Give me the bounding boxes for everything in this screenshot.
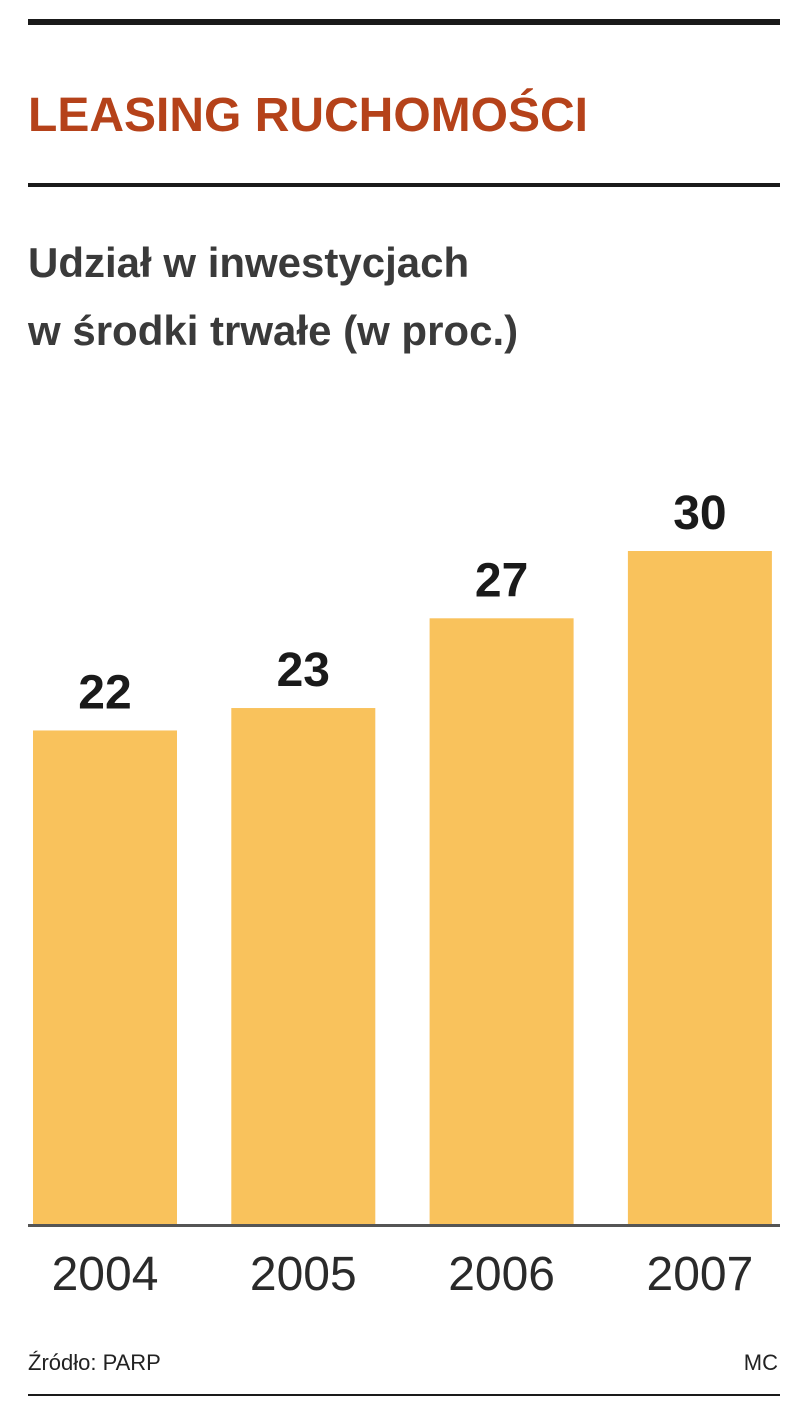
value-label: 23	[277, 644, 330, 697]
bar	[429, 618, 574, 1224]
chart-title: LEASING RUCHOMOŚCI	[28, 87, 588, 142]
title-rule	[28, 183, 780, 187]
bar	[627, 551, 772, 1224]
value-label: 30	[673, 487, 726, 540]
top-rule	[28, 19, 780, 25]
bar	[231, 708, 376, 1224]
x-tick-label: 2006	[448, 1248, 555, 1301]
x-tick-label: 2004	[52, 1248, 159, 1301]
value-label: 22	[78, 666, 131, 719]
credit: MC	[744, 1350, 778, 1375]
x-tick-label: 2005	[250, 1248, 357, 1301]
bottom-rule	[28, 1394, 780, 1396]
x-tick-label: 2007	[647, 1248, 754, 1301]
chart-subtitle: w środki trwałe (w proc.)	[27, 307, 518, 354]
value-label: 27	[475, 554, 528, 607]
chart-subtitle: Udział w inwestycjach	[28, 239, 469, 286]
baseline	[28, 1224, 780, 1227]
source: Źródło: PARP	[28, 1350, 161, 1375]
bar	[33, 730, 177, 1224]
